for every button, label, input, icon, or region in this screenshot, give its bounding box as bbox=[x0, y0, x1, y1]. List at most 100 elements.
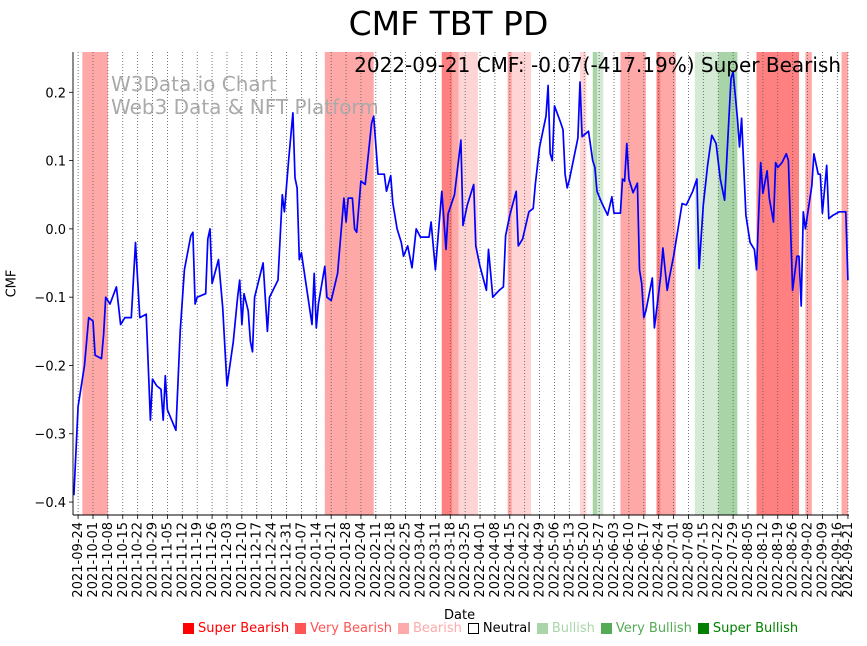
x-tick-label: 2022-08-26 bbox=[786, 522, 801, 598]
x-tick-label: 2022-06-03 bbox=[607, 522, 622, 598]
x-tick-label: 2022-05-06 bbox=[547, 522, 562, 598]
region-band-bullish bbox=[694, 52, 719, 515]
y-axis-label: CMF bbox=[4, 269, 20, 298]
region-band-very-bullish bbox=[718, 52, 738, 515]
region-band-super-bearish bbox=[441, 52, 453, 515]
x-tick-label: 2022-01-14 bbox=[309, 522, 324, 598]
x-tick-label: 2021-10-29 bbox=[146, 522, 161, 598]
x-tick-label: 2021-10-22 bbox=[131, 522, 146, 598]
x-tick-label: 2022-09-16 bbox=[830, 522, 845, 598]
legend-swatch bbox=[295, 623, 307, 634]
x-tick-label: 2022-03-18 bbox=[443, 522, 458, 598]
legend-label: Neutral bbox=[482, 621, 531, 636]
y-tick-label: 0.2 bbox=[45, 86, 66, 101]
x-tick-label: 2022-02-11 bbox=[369, 522, 384, 598]
x-tick-label: 2022-09-02 bbox=[801, 522, 816, 598]
x-tick-label: 2021-10-08 bbox=[101, 522, 116, 598]
x-tick-label: 2022-03-11 bbox=[428, 522, 443, 598]
x-tick-label: 2022-08-05 bbox=[741, 522, 756, 598]
legend-label: Very Bearish bbox=[310, 621, 392, 636]
x-tick-label: 2021-11-26 bbox=[205, 522, 220, 598]
x-tick-label: 2022-09-21 bbox=[841, 522, 856, 598]
region-band-very-bearish bbox=[805, 52, 812, 515]
y-tick-label: 0.1 bbox=[45, 155, 66, 170]
x-tick-label: 2021-11-19 bbox=[190, 522, 205, 598]
legend-swatch bbox=[536, 623, 548, 634]
cmf-series-line bbox=[73, 70, 849, 496]
region-band-bullish bbox=[596, 52, 604, 515]
x-tick-label: 2021-12-03 bbox=[220, 522, 235, 598]
region-band-very-bearish bbox=[82, 52, 108, 515]
legend-label: Super Bearish bbox=[198, 621, 290, 636]
legend-item-super-bearish: Super Bearish bbox=[183, 621, 289, 636]
x-tick-label: 2021-12-24 bbox=[265, 522, 280, 598]
x-tick-label: 2022-06-24 bbox=[652, 522, 667, 598]
x-tick-label: 2022-01-28 bbox=[339, 522, 354, 598]
x-tick-label: 2021-10-01 bbox=[86, 522, 101, 598]
x-tick-label: 2022-03-25 bbox=[458, 522, 473, 598]
chart-title: CMF TBT PD bbox=[348, 4, 549, 43]
legend-item-neutral: Neutral bbox=[467, 621, 531, 636]
x-tick-label: 2022-08-12 bbox=[756, 522, 771, 598]
region-band-very-bearish bbox=[452, 52, 459, 515]
legend-label: Bullish bbox=[551, 621, 595, 636]
legend-label: Bearish bbox=[412, 621, 462, 636]
x-tick-label: 2021-11-05 bbox=[160, 522, 175, 598]
x-tick-label: 2022-07-15 bbox=[696, 522, 711, 598]
x-tick-label: 2022-07-29 bbox=[726, 522, 741, 598]
region-band-bearish bbox=[458, 52, 478, 515]
region-band-bearish bbox=[579, 52, 587, 515]
legend-item-bullish: Bullish bbox=[536, 621, 595, 636]
watermark-line-2: Web3 Data & NFT Platform bbox=[111, 95, 379, 119]
x-tick-label: 2022-04-22 bbox=[518, 522, 533, 598]
legend: Super Bearish Very Bearish Bearish Neutral B… bbox=[183, 621, 804, 636]
legend-swatch bbox=[467, 623, 479, 634]
y-tick-label: −0.3 bbox=[34, 428, 66, 443]
legend-item-very-bullish: Very Bullish bbox=[600, 621, 692, 636]
x-tick-label: 2022-04-15 bbox=[503, 522, 518, 598]
legend-item-bearish: Bearish bbox=[397, 621, 462, 636]
x-tick-label: 2021-09-24 bbox=[71, 522, 86, 598]
watermark-line-1: W3Data.io Chart bbox=[111, 72, 277, 96]
y-tick-label: −0.2 bbox=[34, 359, 66, 374]
x-tick-label: 2022-05-20 bbox=[577, 522, 592, 598]
y-tick-label: 0.0 bbox=[45, 223, 66, 238]
x-tick-label: 2021-10-15 bbox=[116, 522, 131, 598]
legend-item-super-bullish: Super Bullish bbox=[697, 621, 798, 636]
legend-swatch bbox=[183, 623, 194, 634]
x-tick-label: 2021-12-10 bbox=[235, 522, 250, 598]
x-tick-label: 2022-06-17 bbox=[637, 522, 652, 598]
legend-swatch bbox=[397, 623, 409, 634]
x-tick-label: 2022-07-22 bbox=[711, 522, 726, 598]
x-tick-label: 2022-09-09 bbox=[815, 522, 830, 598]
x-tick-label: 2022-05-13 bbox=[562, 522, 577, 598]
x-tick-label: 2022-04-01 bbox=[473, 522, 488, 598]
x-tick-label: 2022-06-10 bbox=[622, 522, 637, 598]
x-tick-label: 2022-07-08 bbox=[681, 522, 696, 598]
x-tick-label: 2022-04-29 bbox=[533, 522, 548, 598]
x-tick-label: 2022-07-01 bbox=[667, 522, 682, 598]
legend-label: Very Bullish bbox=[615, 621, 692, 636]
x-tick-label: 2022-02-04 bbox=[354, 522, 369, 598]
x-tick-label: 2022-01-07 bbox=[294, 522, 309, 598]
legend-swatch bbox=[697, 623, 709, 634]
x-tick-label: 2021-12-17 bbox=[250, 522, 265, 598]
x-tick-label: 2022-03-04 bbox=[413, 522, 428, 598]
x-axis-label: Date bbox=[444, 608, 476, 623]
legend-swatch bbox=[600, 623, 612, 634]
x-tick-label: 2022-08-19 bbox=[771, 522, 786, 598]
legend-item-very-bearish: Very Bearish bbox=[295, 621, 392, 636]
region-band-very-bearish bbox=[324, 52, 374, 515]
region-band-very-bearish bbox=[841, 52, 848, 515]
x-tick-label: 2022-01-21 bbox=[324, 522, 339, 598]
x-tick-label: 2021-11-12 bbox=[175, 522, 190, 598]
y-tick-label: −0.4 bbox=[34, 496, 66, 511]
x-tick-label: 2022-05-27 bbox=[592, 522, 607, 598]
region-band-bearish bbox=[511, 52, 532, 515]
x-tick-label: 2022-04-08 bbox=[488, 522, 503, 598]
region-band-very-bullish bbox=[592, 52, 597, 515]
latest-value-annotation: 2022-09-21 CMF: -0.07(-417.19%) Super Be… bbox=[354, 53, 841, 77]
x-tick-label: 2022-02-25 bbox=[399, 522, 414, 598]
